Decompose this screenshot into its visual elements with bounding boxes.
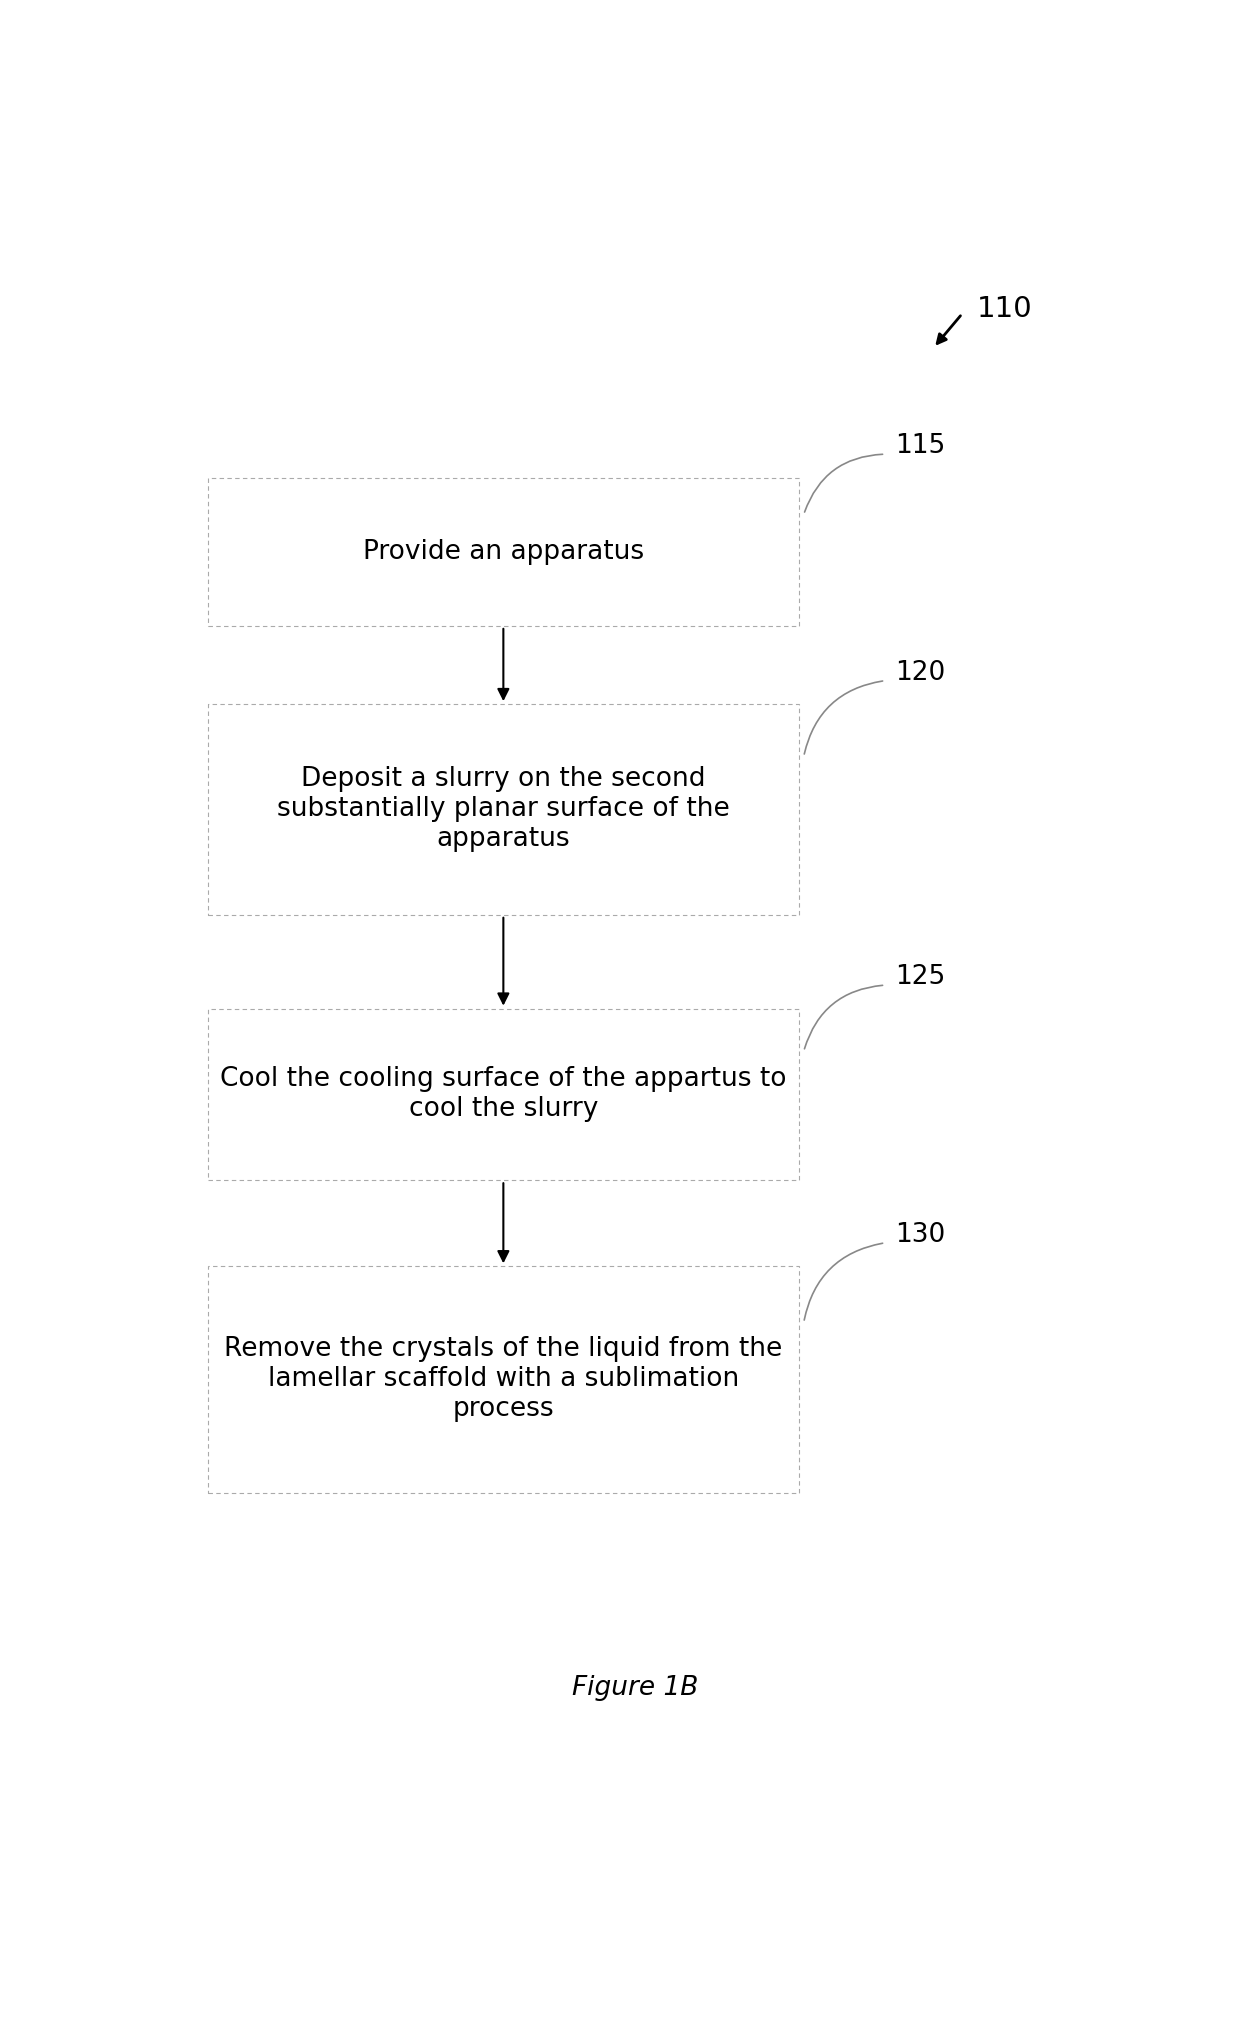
Text: Cool the cooling surface of the appartus to
cool the slurry: Cool the cooling surface of the appartus… xyxy=(221,1067,786,1121)
Bar xyxy=(208,704,799,915)
Text: Remove the crystals of the liquid from the
lamellar scaffold with a sublimation
: Remove the crystals of the liquid from t… xyxy=(224,1336,782,1422)
Text: 130: 130 xyxy=(895,1223,945,1247)
Bar xyxy=(208,477,799,627)
Text: Provide an apparatus: Provide an apparatus xyxy=(363,539,644,564)
Text: Figure 1B: Figure 1B xyxy=(573,1675,698,1701)
Text: 110: 110 xyxy=(977,294,1032,322)
Bar xyxy=(208,1008,799,1180)
Text: 115: 115 xyxy=(895,434,945,460)
Text: 120: 120 xyxy=(895,659,945,685)
Bar xyxy=(208,1265,799,1493)
Text: Deposit a slurry on the second
substantially planar surface of the
apparatus: Deposit a slurry on the second substanti… xyxy=(277,767,729,852)
Text: 125: 125 xyxy=(895,963,945,990)
